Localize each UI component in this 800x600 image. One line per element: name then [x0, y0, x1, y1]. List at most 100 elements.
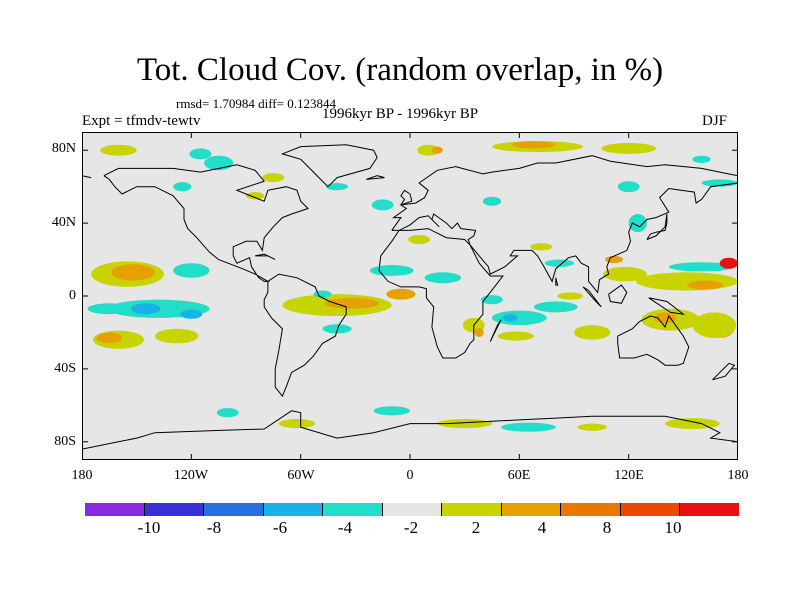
anomaly-patch: [482, 196, 502, 206]
colorbar-label-minus2: -2: [403, 518, 419, 537]
anomaly-patch: [111, 264, 155, 281]
coastline: [366, 175, 385, 180]
colorbar-label-minus10: -10: [137, 518, 161, 537]
anomaly-patch: [373, 406, 410, 416]
colorbar-label-4: 4: [537, 518, 547, 537]
anomaly-patch: [246, 192, 265, 200]
colorbar-segment: [679, 503, 740, 516]
anomaly-patch: [371, 199, 394, 211]
anomaly-patch: [533, 301, 578, 313]
anomaly-patch: [173, 182, 192, 192]
colorbar-label-minus8: -8: [206, 518, 222, 537]
anomaly-patch: [100, 144, 137, 156]
coastline: [378, 228, 504, 359]
coastline: [582, 286, 602, 308]
colorbar-label-10: 10: [664, 518, 682, 537]
colorbar-segment: [322, 503, 382, 516]
anomaly-patch: [154, 328, 199, 344]
anomaly-patch: [574, 325, 611, 340]
anomaly-patch: [501, 422, 556, 432]
anomaly-patch: [180, 309, 203, 319]
coastline: [489, 319, 502, 342]
anomaly-patch: [557, 292, 584, 300]
colorbar-segment: [143, 503, 204, 516]
anomaly-patch: [497, 331, 534, 341]
lat-tick-80n: 80N: [51, 141, 76, 156]
anomaly-field: [87, 141, 738, 432]
lon-tick-120e: 120E: [614, 468, 644, 483]
coastlines: [82, 144, 738, 450]
map-frame: [82, 132, 738, 460]
anomaly-patch: [326, 183, 349, 191]
colorbar-label-2: 2: [471, 518, 481, 537]
anomaly-patch: [692, 312, 737, 338]
anomaly-patch: [216, 408, 239, 418]
colorbar-segment: [85, 503, 144, 516]
colorbar-segment: [560, 503, 620, 516]
anomaly-patch: [262, 173, 285, 183]
anomaly-patch: [512, 141, 556, 149]
anomaly-patch: [719, 257, 738, 269]
anomaly-patch: [131, 303, 161, 315]
coastline: [280, 144, 378, 188]
colorbar-segment: [381, 503, 442, 516]
anomaly-patch: [369, 265, 414, 276]
anomaly-patch: [474, 327, 484, 337]
lat-tick-0: 0: [69, 288, 76, 303]
lon-tick-120w: 120W: [173, 468, 209, 483]
colorbar-label-minus4: -4: [337, 518, 353, 537]
anomaly-patch: [604, 255, 624, 264]
anomaly-patch: [665, 418, 720, 430]
coastline: [617, 314, 690, 366]
anomaly-patch: [577, 423, 607, 431]
coastline: [391, 182, 738, 294]
coastline: [648, 297, 686, 315]
coastline: [712, 362, 736, 381]
coastline: [400, 189, 413, 206]
coastline: [103, 164, 309, 282]
colorbar: [85, 503, 740, 516]
lon-tick-60w: 60W: [287, 468, 315, 483]
colorbar-label-minus6: -6: [272, 518, 288, 537]
coastline: [555, 277, 559, 286]
anomaly-patch: [278, 419, 316, 429]
coastline: [608, 284, 628, 304]
colorbar-segment: [500, 503, 561, 516]
anomaly-patch: [189, 148, 212, 160]
lon-tick-180w: 180: [71, 468, 93, 483]
anomaly-patch: [424, 272, 462, 284]
season-label: DJF: [702, 113, 728, 129]
anomaly-patch: [692, 155, 711, 163]
coastline: [391, 155, 738, 231]
anomaly-patch: [313, 290, 332, 298]
experiment-label: Expt = tfmdv-tewtv: [82, 113, 201, 129]
anomaly-patch: [530, 243, 553, 251]
chart-title: Tot. Cloud Cov. (random overlap, in %): [136, 52, 664, 88]
map-panel: [82, 132, 738, 460]
anomaly-patch: [173, 263, 210, 278]
anomaly-patch: [408, 234, 431, 245]
anomaly-patch: [603, 266, 647, 282]
colorbar-label-8: 8: [602, 518, 612, 537]
lon-tick-0: 0: [406, 468, 414, 483]
colorbar-segment: [441, 503, 501, 516]
anomaly-patch: [492, 310, 547, 326]
colorbar-segment: [619, 503, 680, 516]
lon-tick-180e: 180: [727, 468, 749, 483]
lat-tick-40n: 40N: [51, 215, 76, 230]
anomaly-patch: [544, 259, 574, 267]
coastline: [646, 213, 668, 240]
anomaly-patch: [601, 142, 657, 154]
anomaly-patch: [701, 179, 738, 187]
period-label: 1996kyr BP - 1996kyr BP: [322, 106, 479, 122]
coastline: [82, 175, 92, 179]
colorbar-segment: [203, 503, 263, 516]
anomaly-patch: [668, 262, 735, 272]
anomaly-patch: [502, 314, 518, 322]
colorbar-segment: [262, 503, 323, 516]
anomaly-patch: [617, 181, 640, 193]
anomaly-patch: [628, 214, 647, 233]
coastline: [82, 410, 738, 450]
stats-label: rmsd= 1.70984 diff= 0.123844: [176, 96, 336, 111]
anomaly-patch: [96, 332, 123, 344]
